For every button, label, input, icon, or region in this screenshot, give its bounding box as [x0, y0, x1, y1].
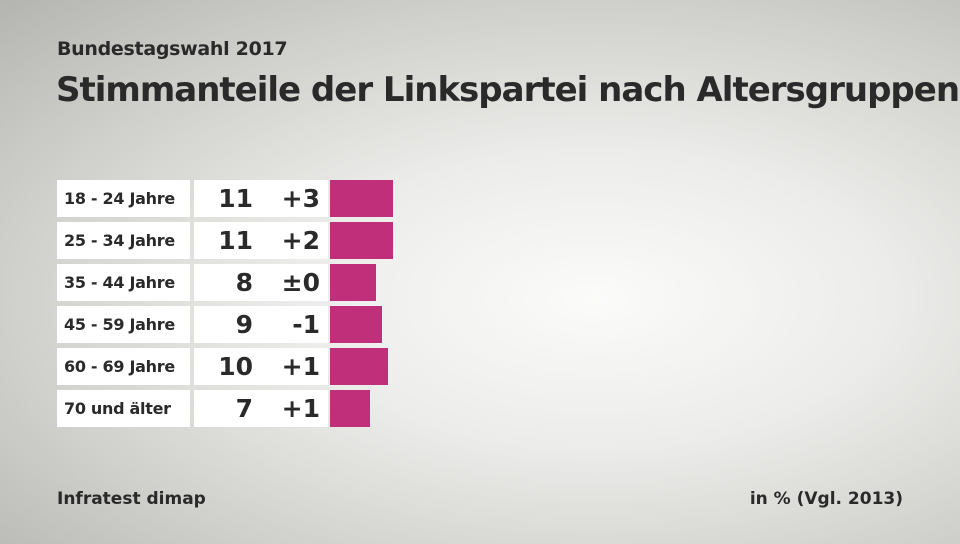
value-label: 10 [218, 352, 253, 381]
value-cell: 8 ±0 [194, 264, 328, 301]
unit-label: in % (Vgl. 2013) [749, 489, 903, 509]
bar [330, 348, 388, 385]
value-cell: 11 +2 [194, 222, 328, 259]
value-label: 11 [218, 226, 253, 255]
value-cell: 9 -1 [194, 306, 328, 343]
bar [330, 264, 376, 301]
source-label: Infratest dimap [57, 489, 206, 509]
value-cell: 11 +3 [194, 180, 328, 217]
value-cell: 10 +1 [194, 348, 328, 385]
chart-subtitle: Bundestagswahl 2017 [57, 38, 288, 60]
category-label: 25 - 34 Jahre [57, 222, 190, 259]
value-label: 7 [235, 394, 253, 423]
value-label: 8 [235, 268, 253, 297]
bar [330, 180, 394, 217]
diff-label: +1 [281, 352, 320, 381]
bar [330, 306, 382, 343]
diff-label: -1 [292, 310, 320, 339]
value-cell: 7 +1 [194, 390, 328, 427]
value-label: 9 [235, 310, 253, 339]
diff-label: +3 [281, 184, 320, 213]
category-label: 18 - 24 Jahre [57, 180, 190, 217]
diff-label: +1 [281, 394, 320, 423]
category-label: 70 und älter [57, 390, 190, 427]
category-label: 35 - 44 Jahre [57, 264, 190, 301]
bar [330, 222, 394, 259]
diff-label: ±0 [281, 268, 320, 297]
category-label: 60 - 69 Jahre [57, 348, 190, 385]
bar [330, 390, 371, 427]
category-label: 45 - 59 Jahre [57, 306, 190, 343]
value-label: 11 [218, 184, 253, 213]
diff-label: +2 [281, 226, 320, 255]
chart-title: Stimmanteile der Linkspartei nach Alters… [56, 70, 960, 110]
